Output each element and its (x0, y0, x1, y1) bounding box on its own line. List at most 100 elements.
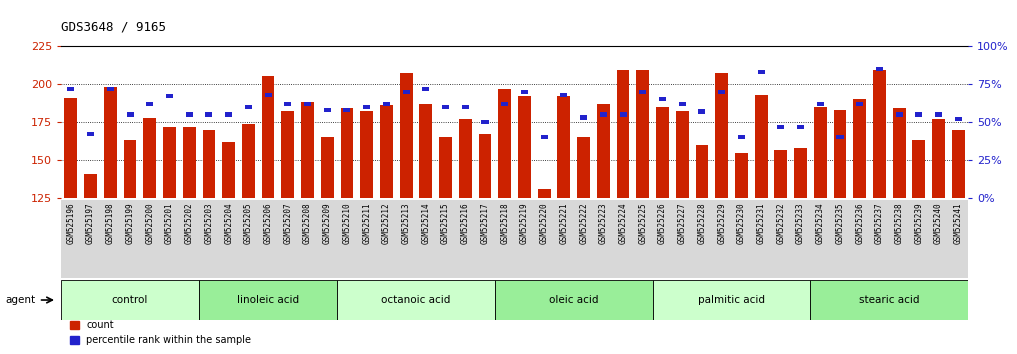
Bar (656, 107, 669, 198)
Bar (560, 93, 567, 97)
Text: GSM525214: GSM525214 (421, 202, 430, 244)
Bar (955, 117, 962, 121)
Bar (797, 125, 804, 129)
Text: GSM525225: GSM525225 (639, 202, 647, 244)
Bar (186, 112, 193, 117)
Text: GSM525219: GSM525219 (520, 202, 529, 244)
Text: GSM525205: GSM525205 (244, 202, 253, 244)
Bar (163, 127, 176, 198)
Bar (479, 134, 491, 198)
Bar (143, 118, 157, 198)
Bar (400, 73, 413, 198)
Bar (242, 124, 255, 198)
Bar (777, 125, 784, 129)
Text: linoleic acid: linoleic acid (237, 295, 299, 305)
Text: GSM525230: GSM525230 (737, 202, 745, 244)
Bar (419, 104, 432, 198)
Bar (814, 107, 827, 198)
Bar (653, 280, 811, 320)
Bar (126, 112, 133, 117)
Text: GSM525199: GSM525199 (125, 202, 134, 244)
Bar (578, 137, 590, 198)
Bar (834, 110, 846, 198)
Text: GSM525241: GSM525241 (954, 202, 963, 244)
Bar (495, 280, 653, 320)
Bar (439, 137, 452, 198)
Text: GSM525227: GSM525227 (677, 202, 686, 244)
Text: GSM525210: GSM525210 (343, 202, 352, 244)
Bar (261, 76, 275, 198)
Text: GSM525232: GSM525232 (776, 202, 785, 244)
Text: GSM525196: GSM525196 (66, 202, 75, 244)
Bar (718, 90, 725, 94)
Bar (915, 112, 922, 117)
Text: GSM525209: GSM525209 (322, 202, 332, 244)
Text: GSM525226: GSM525226 (658, 202, 667, 244)
Bar (893, 108, 905, 198)
Bar (580, 115, 587, 120)
Bar (876, 67, 883, 71)
Text: oleic acid: oleic acid (549, 295, 599, 305)
Bar (678, 102, 685, 106)
Bar (380, 105, 393, 198)
Bar (462, 105, 469, 109)
Bar (619, 112, 626, 117)
Text: GSM525223: GSM525223 (599, 202, 608, 244)
Text: GSM525239: GSM525239 (914, 202, 923, 244)
Text: GSM525238: GSM525238 (895, 202, 904, 244)
Text: GSM525228: GSM525228 (698, 202, 707, 244)
Bar (341, 108, 353, 198)
Bar (518, 96, 531, 198)
Text: control: control (112, 295, 148, 305)
Bar (774, 149, 787, 198)
Bar (794, 148, 806, 198)
Bar (124, 141, 136, 198)
Bar (557, 96, 571, 198)
Bar (84, 174, 97, 198)
Bar (363, 105, 370, 109)
Bar (245, 105, 252, 109)
Text: GSM525201: GSM525201 (165, 202, 174, 244)
Text: GSM525240: GSM525240 (934, 202, 943, 244)
Text: GSM525211: GSM525211 (362, 202, 371, 244)
Text: GSM525197: GSM525197 (86, 202, 96, 244)
Text: GSM525212: GSM525212 (382, 202, 391, 244)
Bar (223, 142, 235, 198)
Text: GSM525221: GSM525221 (559, 202, 569, 244)
Bar (600, 112, 607, 117)
Bar (952, 130, 965, 198)
Text: GSM525218: GSM525218 (500, 202, 510, 244)
Text: GSM525200: GSM525200 (145, 202, 155, 244)
Text: GSM525213: GSM525213 (402, 202, 411, 244)
Bar (183, 127, 195, 198)
Bar (817, 102, 824, 106)
Bar (304, 102, 311, 106)
Bar (873, 70, 886, 198)
Bar (282, 112, 294, 198)
Bar (107, 86, 114, 91)
Bar (637, 70, 649, 198)
Bar (811, 280, 968, 320)
Bar (61, 280, 199, 320)
Bar (715, 73, 728, 198)
Bar (853, 99, 866, 198)
Bar (285, 102, 291, 106)
Text: GSM525204: GSM525204 (224, 202, 233, 244)
Text: GSM525202: GSM525202 (185, 202, 193, 244)
Text: agent: agent (5, 295, 36, 305)
Text: GSM525234: GSM525234 (816, 202, 825, 244)
Bar (836, 135, 843, 139)
Text: GSM525203: GSM525203 (204, 202, 214, 244)
Bar (459, 119, 472, 198)
Bar (755, 95, 768, 198)
Bar (640, 90, 647, 94)
Bar (597, 104, 610, 198)
Text: GSM525231: GSM525231 (757, 202, 766, 244)
Text: GSM525208: GSM525208 (303, 202, 312, 244)
Text: GSM525215: GSM525215 (441, 202, 451, 244)
Text: GSM525236: GSM525236 (855, 202, 864, 244)
Bar (912, 141, 925, 198)
Text: GSM525224: GSM525224 (618, 202, 627, 244)
Bar (199, 280, 337, 320)
Bar (856, 102, 863, 106)
